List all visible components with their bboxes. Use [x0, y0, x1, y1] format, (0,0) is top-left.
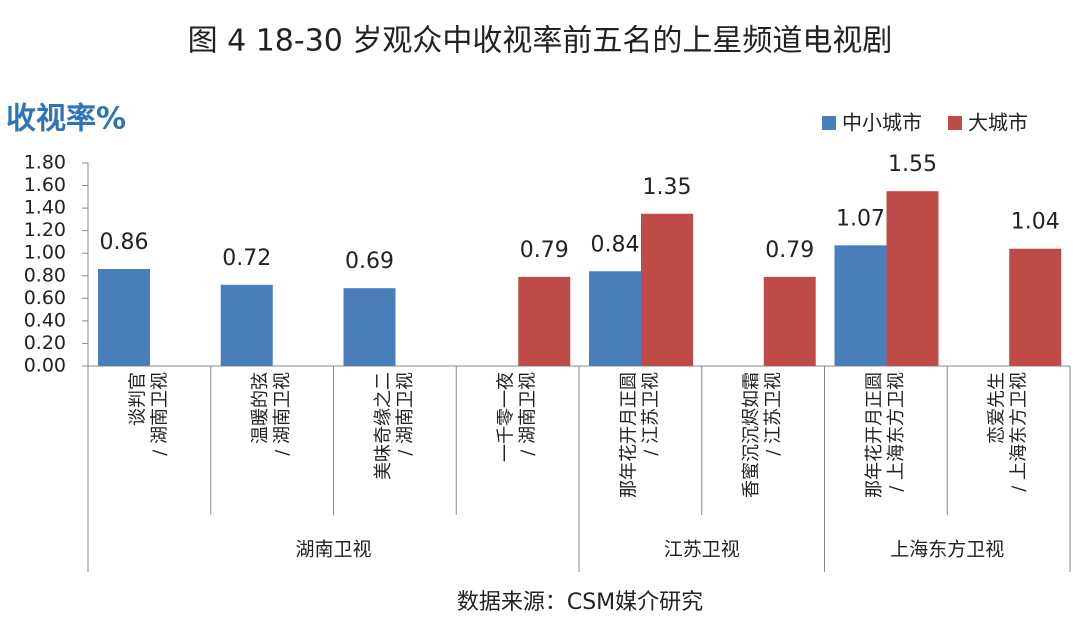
data-label: 0.79	[765, 238, 814, 263]
legend-label: 大城市	[968, 111, 1028, 135]
x-tick-label: / 上海东方卫视	[1009, 372, 1030, 492]
x-tick-label: / 上海东方卫视	[886, 372, 907, 492]
y-tick-label: 1.60	[24, 174, 66, 196]
bar	[589, 271, 641, 366]
x-tick-label: / 湖南卫视	[518, 372, 539, 456]
y-axis-title: 收视率%	[6, 102, 126, 137]
y-tick-label: 0.60	[24, 287, 66, 309]
x-tick-label: 恋爱先生	[986, 372, 1008, 444]
y-tick-label: 1.20	[24, 219, 66, 241]
bar	[220, 284, 273, 366]
x-tick-label: 那年花开月正圆	[864, 372, 885, 498]
x-tick-label: / 江苏卫视	[640, 372, 661, 456]
data-label: 0.86	[100, 230, 149, 255]
bar	[518, 276, 571, 366]
x-tick-label: 那年花开月正圆	[618, 372, 639, 498]
data-label: 0.84	[591, 232, 640, 257]
bar	[834, 245, 887, 366]
y-tick-label: 1.40	[24, 197, 66, 219]
data-label: 1.55	[888, 152, 937, 177]
legend-swatch	[948, 116, 962, 130]
y-tick-label: 0.20	[24, 332, 66, 354]
group-label: 上海东方卫视	[890, 539, 1004, 561]
group-label: 江苏卫视	[664, 539, 740, 561]
legend-label: 中小城市	[842, 111, 922, 135]
data-label: 1.35	[643, 175, 692, 200]
x-tick-label: 美味奇缘之二	[373, 372, 394, 480]
group-label: 湖南卫视	[295, 539, 371, 561]
y-tick-label: 0.40	[24, 309, 66, 331]
x-tick-label: 一千零一夜	[496, 372, 517, 462]
x-tick-label: / 江苏卫视	[763, 372, 784, 456]
x-tick-label: 香蜜沉沉烬如霜	[741, 372, 762, 498]
bar	[98, 269, 150, 366]
y-tick-label: 0.80	[24, 264, 66, 286]
data-label: 0.69	[345, 249, 394, 274]
bar	[1009, 248, 1062, 366]
y-tick-label: 1.00	[24, 242, 66, 264]
bar	[343, 288, 396, 366]
bar	[886, 191, 939, 366]
source-note: 数据来源：CSM媒介研究	[457, 590, 703, 615]
y-tick-label: 0.00	[24, 355, 66, 377]
x-tick-label: / 湖南卫视	[149, 372, 170, 456]
y-tick-label: 1.80	[24, 152, 66, 174]
x-tick-label: 温暖的弦	[250, 372, 271, 444]
data-label: 0.72	[222, 246, 271, 271]
legend-swatch	[822, 116, 836, 130]
bar	[763, 276, 816, 366]
chart-title: 图 4 18-30 岁观众中收视率前五名的上星频道电视剧	[188, 24, 893, 59]
x-tick-label: / 湖南卫视	[272, 372, 293, 456]
data-label: 0.79	[520, 238, 569, 263]
bar	[641, 213, 693, 366]
x-tick-label: / 湖南卫视	[395, 372, 416, 456]
data-label: 1.07	[836, 206, 885, 231]
x-tick-label: 谈判官	[127, 372, 148, 426]
data-label: 1.04	[1011, 210, 1060, 235]
